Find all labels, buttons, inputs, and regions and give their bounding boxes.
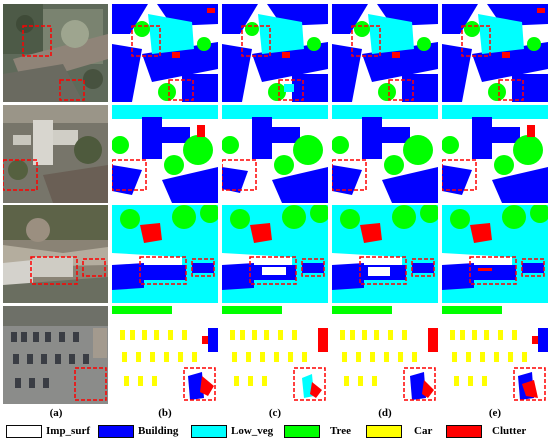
highlight-box — [293, 367, 326, 401]
segmentation-map-row4-b — [112, 306, 218, 404]
highlight-box — [469, 256, 517, 285]
legend-swatch — [6, 425, 42, 438]
highlight-box — [351, 25, 381, 57]
highlight-box — [22, 25, 52, 57]
segmentation-map-row1-d — [332, 4, 438, 102]
highlight-box — [388, 79, 414, 101]
legend-swatch — [191, 425, 227, 438]
highlight-box — [332, 159, 367, 191]
highlight-box — [139, 256, 187, 285]
highlight-box — [59, 79, 85, 101]
segmentation-map-row1-c — [222, 4, 328, 102]
highlight-box — [249, 256, 297, 285]
legend-label: Tree — [330, 425, 351, 437]
segmentation-map-row2-d — [332, 105, 438, 203]
legend-label: Building — [138, 425, 179, 437]
segmentation-map-row4-d — [332, 306, 438, 404]
segmentation-map-row2-e — [442, 105, 548, 203]
legend-swatch — [98, 425, 134, 438]
column-label-e: (e) — [488, 407, 502, 419]
segmentation-map-row2-c — [222, 105, 328, 203]
aerial-image-row1 — [3, 4, 108, 102]
column-label-d: (d) — [378, 407, 392, 419]
highlight-box — [403, 367, 436, 401]
class-legend: Imp_surf Building Low_veg Tree Car Clutt… — [6, 423, 546, 441]
highlight-box — [442, 159, 477, 191]
highlight-box — [521, 258, 545, 277]
highlight-box — [222, 159, 257, 191]
highlight-box — [301, 258, 325, 277]
highlight-box — [74, 367, 107, 401]
highlight-box — [278, 79, 304, 101]
segmentation-map-row3-d — [332, 205, 438, 303]
highlight-box — [498, 79, 524, 101]
highlight-box — [513, 367, 546, 401]
legend-swatch — [446, 425, 482, 438]
highlight-box — [461, 25, 491, 57]
aerial-image-row4 — [3, 306, 108, 404]
highlight-box — [183, 367, 216, 401]
highlight-box — [30, 256, 78, 285]
column-label-a: (a) — [49, 407, 63, 419]
aerial-image-row3 — [3, 205, 108, 303]
segmentation-map-row4-c — [222, 306, 328, 404]
highlight-box — [191, 258, 215, 277]
segmentation-map-row4-e — [442, 306, 548, 404]
legend-label: Low_veg — [231, 425, 274, 437]
highlight-box — [241, 25, 271, 57]
segmentation-map-row3-e — [442, 205, 548, 303]
legend-swatch — [366, 425, 402, 438]
segmentation-map-row3-b — [112, 205, 218, 303]
aerial-image-row2 — [3, 105, 108, 203]
legend-swatch — [284, 425, 320, 438]
highlight-box — [131, 25, 161, 57]
legend-label: Imp_surf — [46, 425, 91, 437]
segmentation-map-row3-c — [222, 205, 328, 303]
highlight-box — [112, 159, 147, 191]
segmentation-map-row2-b — [112, 105, 218, 203]
legend-label: Clutter — [492, 425, 527, 437]
legend-label: Car — [414, 425, 433, 437]
highlight-box — [168, 79, 194, 101]
segmentation-map-row1-b — [112, 4, 218, 102]
column-label-b: (b) — [158, 407, 172, 419]
highlight-box — [359, 256, 407, 285]
column-label-c: (c) — [268, 407, 282, 419]
highlight-box — [82, 258, 106, 277]
highlight-box — [411, 258, 435, 277]
segmentation-map-row1-e — [442, 4, 548, 102]
highlight-box — [3, 159, 38, 191]
